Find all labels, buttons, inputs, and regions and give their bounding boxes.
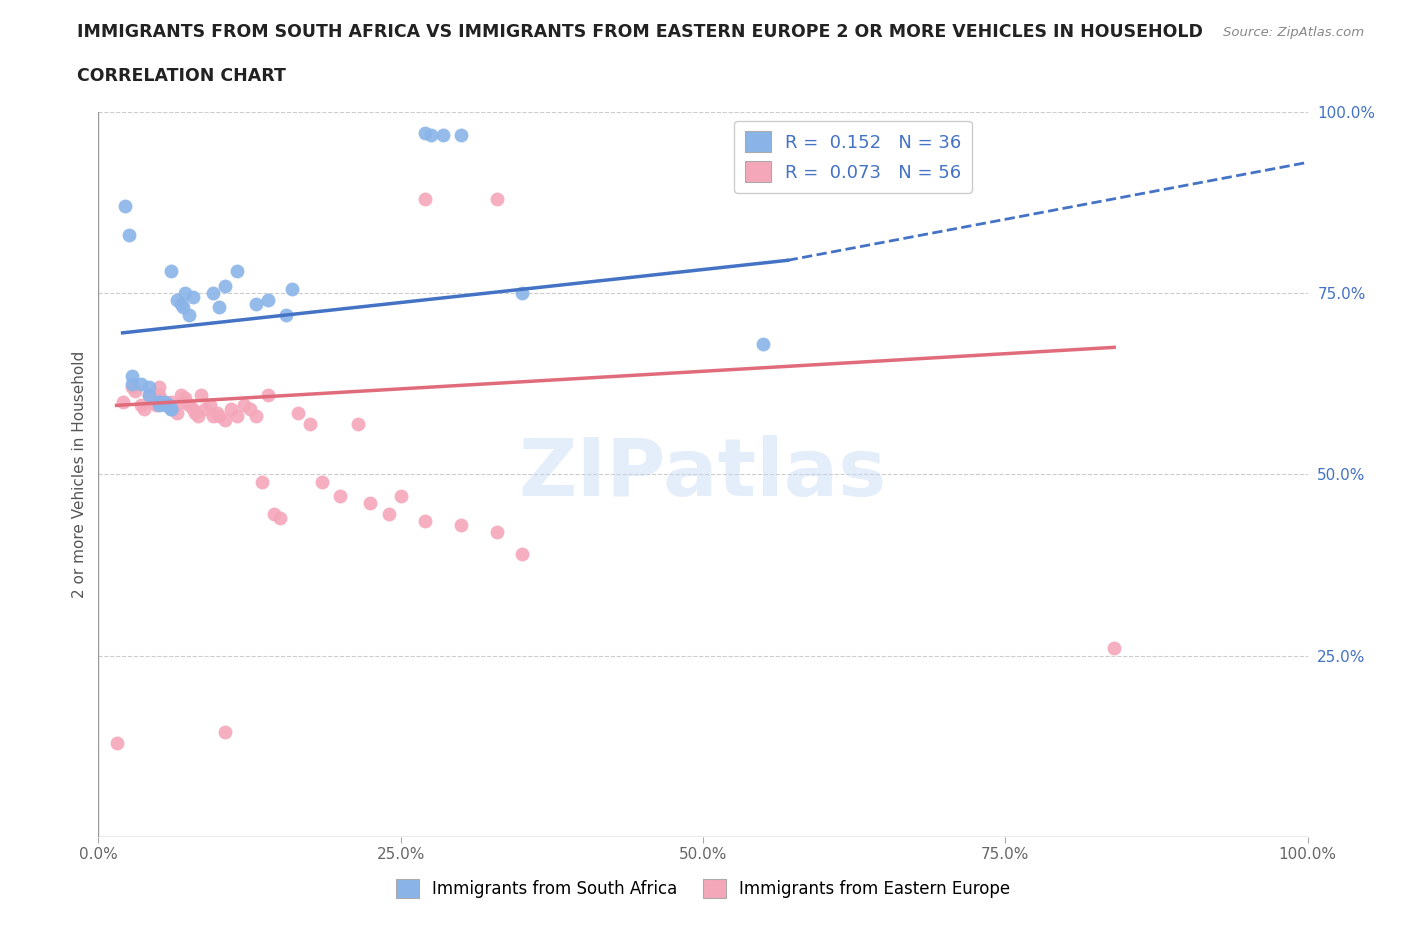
Point xyxy=(187,409,209,424)
Point xyxy=(232,398,254,413)
Point xyxy=(121,377,143,392)
Point xyxy=(274,307,297,322)
Point xyxy=(239,402,262,417)
Point xyxy=(148,387,170,402)
Point xyxy=(1102,641,1125,656)
Point xyxy=(256,293,278,308)
Point xyxy=(148,379,170,394)
Point xyxy=(198,398,221,413)
Point xyxy=(221,402,243,417)
Point xyxy=(174,391,197,405)
Point xyxy=(148,391,170,405)
Point xyxy=(205,405,228,420)
Point xyxy=(134,402,156,417)
Point xyxy=(450,518,472,533)
Point xyxy=(157,398,180,413)
Point xyxy=(245,409,267,424)
Point xyxy=(263,507,285,522)
Point xyxy=(172,394,194,409)
Point xyxy=(160,394,183,409)
Point xyxy=(179,398,201,413)
Legend: R =  0.152   N = 36, R =  0.073   N = 56: R = 0.152 N = 36, R = 0.073 N = 56 xyxy=(734,121,972,193)
Point xyxy=(169,387,191,402)
Point xyxy=(245,297,267,312)
Point xyxy=(413,514,436,529)
Point xyxy=(214,724,236,739)
Point xyxy=(432,127,454,142)
Point xyxy=(160,402,183,417)
Point xyxy=(138,379,160,394)
Point xyxy=(184,405,207,420)
Point xyxy=(121,369,143,384)
Text: IMMIGRANTS FROM SOUTH AFRICA VS IMMIGRANTS FROM EASTERN EUROPE 2 OR MORE VEHICLE: IMMIGRANTS FROM SOUTH AFRICA VS IMMIGRAN… xyxy=(77,23,1204,41)
Point xyxy=(148,394,170,409)
Point xyxy=(148,398,170,413)
Point xyxy=(162,402,184,417)
Point xyxy=(413,126,436,140)
Point xyxy=(118,228,141,243)
Point xyxy=(360,496,382,511)
Point xyxy=(208,300,231,315)
Point xyxy=(166,405,188,420)
Point xyxy=(114,198,136,213)
Point xyxy=(420,127,443,142)
Point xyxy=(153,394,176,409)
Point xyxy=(281,282,304,297)
Text: ZIPatlas: ZIPatlas xyxy=(519,435,887,513)
Point xyxy=(377,507,399,522)
Y-axis label: 2 or more Vehicles in Household: 2 or more Vehicles in Household xyxy=(72,351,87,598)
Point xyxy=(287,405,309,420)
Point xyxy=(160,264,183,279)
Point xyxy=(174,286,197,300)
Legend: Immigrants from South Africa, Immigrants from Eastern Europe: Immigrants from South Africa, Immigrants… xyxy=(389,872,1017,905)
Point xyxy=(329,488,352,503)
Point xyxy=(299,416,322,431)
Point xyxy=(181,402,204,417)
Point xyxy=(450,127,472,142)
Point xyxy=(311,474,333,489)
Point xyxy=(153,394,176,409)
Point xyxy=(486,192,509,206)
Point xyxy=(510,547,533,562)
Point xyxy=(202,409,225,424)
Point xyxy=(145,398,167,413)
Point xyxy=(181,289,204,304)
Point xyxy=(202,286,225,300)
Point xyxy=(214,278,236,293)
Point xyxy=(486,525,509,539)
Point xyxy=(157,398,180,413)
Point xyxy=(129,377,152,392)
Point xyxy=(347,416,370,431)
Point xyxy=(226,264,249,279)
Point xyxy=(172,300,194,315)
Point xyxy=(208,409,231,424)
Point xyxy=(190,387,212,402)
Point xyxy=(179,307,201,322)
Point xyxy=(129,398,152,413)
Point xyxy=(166,293,188,308)
Point xyxy=(510,286,533,300)
Point xyxy=(250,474,273,489)
Text: Source: ZipAtlas.com: Source: ZipAtlas.com xyxy=(1223,26,1364,39)
Point xyxy=(752,337,775,352)
Point xyxy=(413,192,436,206)
Point xyxy=(124,383,146,398)
Point xyxy=(121,379,143,394)
Point xyxy=(194,402,217,417)
Point xyxy=(142,394,165,409)
Point xyxy=(214,413,236,428)
Point xyxy=(138,387,160,402)
Point xyxy=(111,394,134,409)
Point xyxy=(153,398,176,413)
Point xyxy=(269,511,291,525)
Point xyxy=(256,387,278,402)
Point xyxy=(105,736,128,751)
Point xyxy=(169,297,191,312)
Point xyxy=(389,488,412,503)
Point xyxy=(148,394,170,409)
Text: CORRELATION CHART: CORRELATION CHART xyxy=(77,67,287,85)
Point xyxy=(138,387,160,402)
Point xyxy=(160,402,183,417)
Point xyxy=(226,409,249,424)
